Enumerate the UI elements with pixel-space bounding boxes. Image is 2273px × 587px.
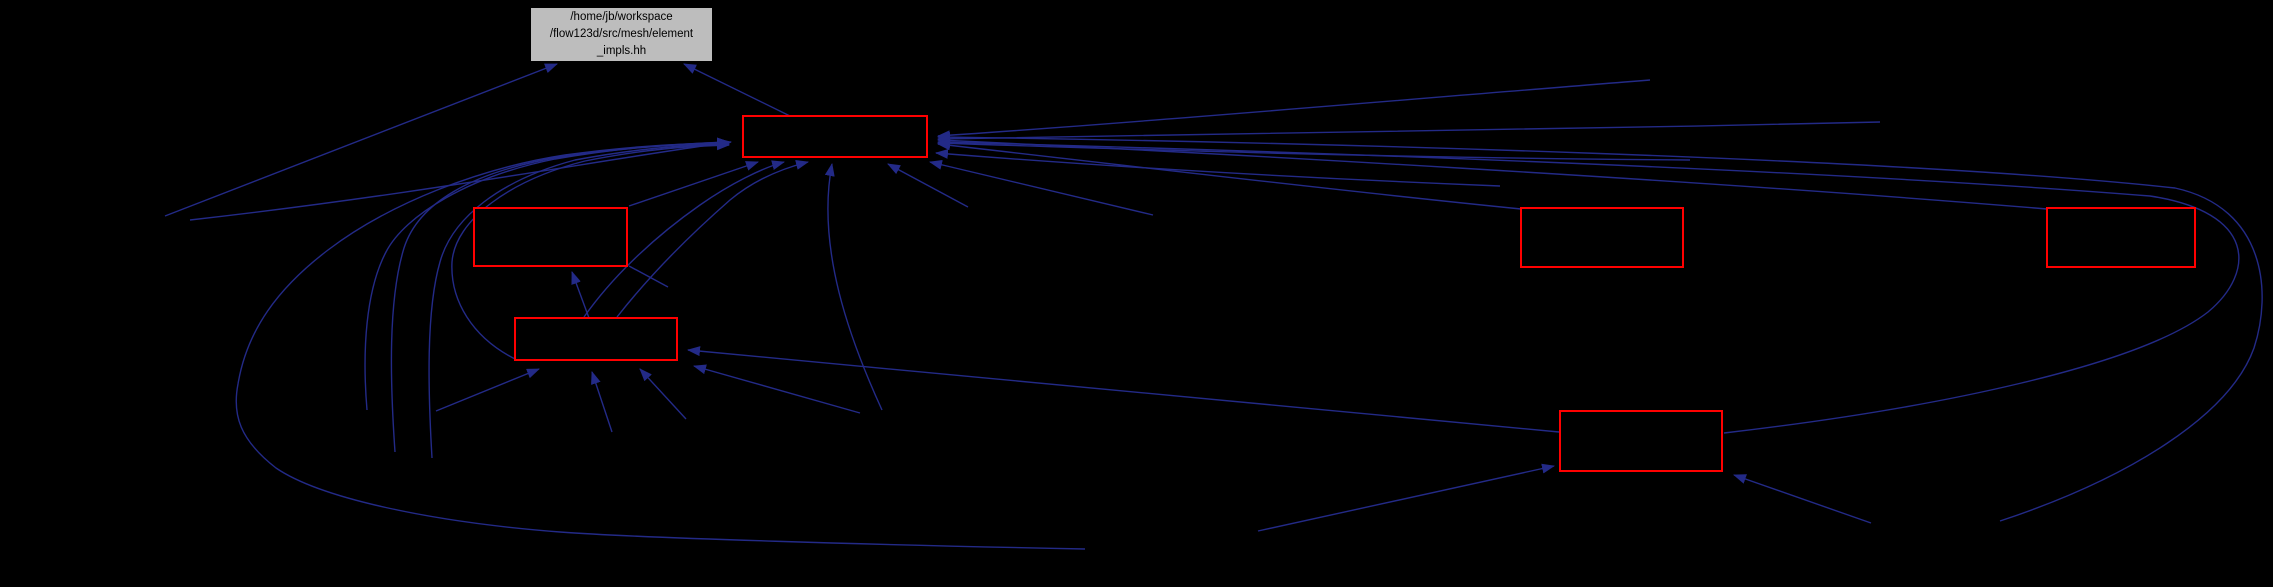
root-file-label-line3: _impls.hh <box>596 45 647 57</box>
edge-into-node3-bl <box>435 368 540 412</box>
edge-node6-to-node3 <box>687 346 1560 433</box>
edge-below-to-hub-mid <box>824 163 883 411</box>
edge-big-left-sweep <box>235 137 1086 550</box>
edge-into-node6-right <box>1733 474 1872 524</box>
root-file-label-line1: /home/jb/workspace <box>570 11 673 23</box>
edge-node6-wrap-to-hub <box>937 137 2240 434</box>
node-mid-left[interactable] <box>514 317 678 361</box>
edge-fan-stub-2 <box>937 121 1881 144</box>
edge-fan-stub-3 <box>937 138 1691 161</box>
edge-into-node6-left <box>1257 463 1555 532</box>
edge-node3-to-hub-b <box>616 160 809 318</box>
edge-node2-stub <box>628 265 669 288</box>
edge-node5-to-hub <box>937 135 2048 210</box>
edge-fan-stub-1 <box>937 79 1651 141</box>
node-mid-right[interactable] <box>1520 207 1684 268</box>
edge-stub-to-hub-b2 <box>929 159 1154 216</box>
edge-bundle-4 <box>364 137 730 411</box>
node-center-hub[interactable] <box>742 115 928 158</box>
node-upper-left[interactable] <box>473 207 628 267</box>
edge-node3-to-node2 <box>571 271 590 319</box>
root-file-label-line2: /flow123d/src/mesh/element <box>549 28 694 40</box>
edge-into-node3-right <box>693 364 861 414</box>
edge-into-node3-bm <box>591 371 613 433</box>
edge-fan-stub-4 <box>935 148 1501 187</box>
node-far-right[interactable] <box>2046 207 2196 268</box>
edge-node4-to-hub <box>937 140 1522 210</box>
edge-into-node3-br <box>639 368 687 420</box>
edge-left-to-root <box>164 63 558 217</box>
edge-hub-to-root <box>683 63 791 117</box>
edge-node3-to-hub-a <box>583 160 785 318</box>
edge-outer-wrap-to-hub <box>937 132 2263 522</box>
edge-bundle-1 <box>189 138 732 221</box>
edge-stub-to-hub-b1 <box>887 163 969 208</box>
edge-bundle-3 <box>428 139 730 459</box>
root-file-node: /home/jb/workspace /flow123d/src/mesh/el… <box>530 7 713 62</box>
node-bottom-right[interactable] <box>1559 410 1723 472</box>
edge-node3-to-hub-left <box>451 140 730 361</box>
edge-node2-to-hub <box>628 161 759 207</box>
